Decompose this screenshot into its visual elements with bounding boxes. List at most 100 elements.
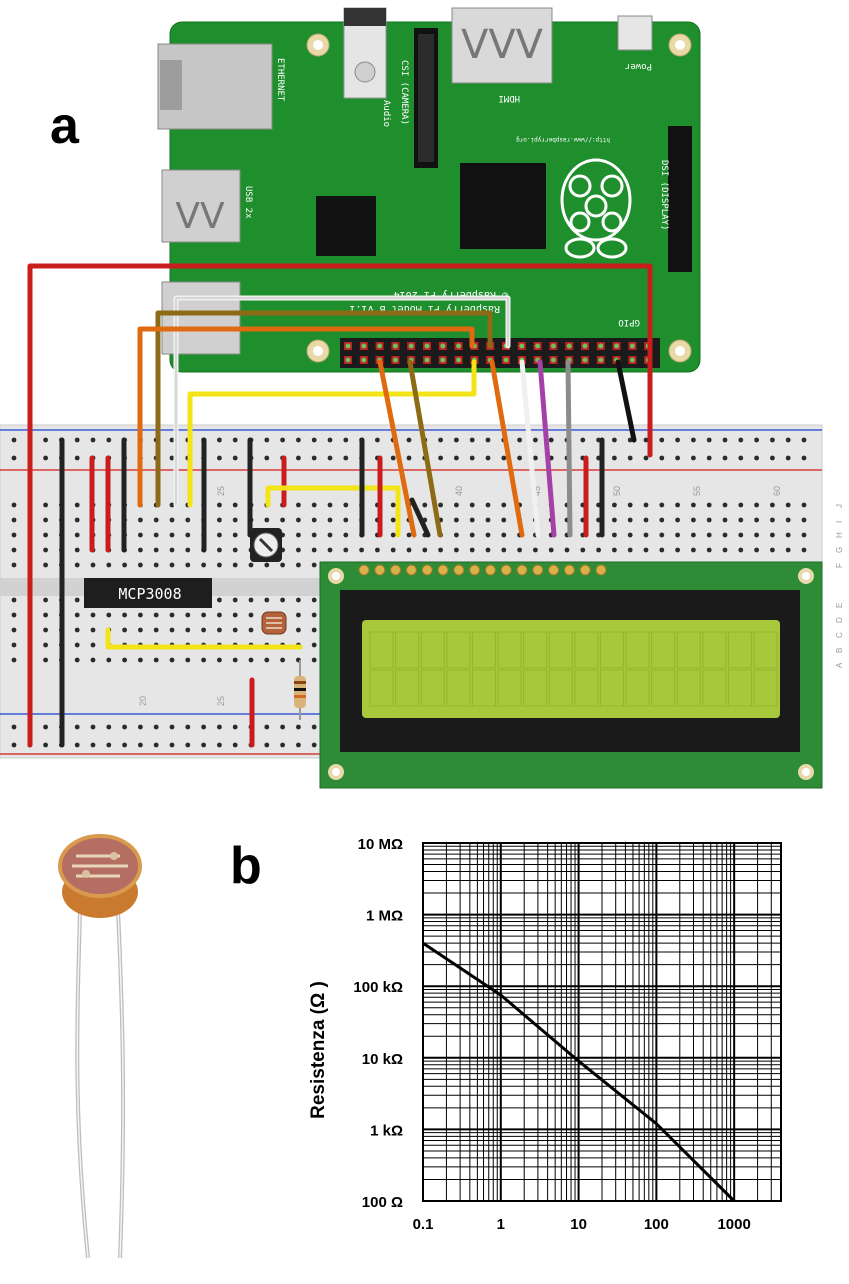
- gpio-pin-dot: [582, 357, 588, 363]
- breadboard-hole: [675, 455, 680, 461]
- breadboard-hole: [264, 455, 270, 461]
- breadboard-hole: [469, 502, 475, 508]
- lcd-cell: [727, 669, 752, 707]
- breadboard-hole: [43, 657, 48, 663]
- lcd-pin: [453, 564, 465, 576]
- breadboard-hole: [390, 547, 396, 553]
- bb-row-j: J: [835, 504, 844, 508]
- breadboard-hole: [43, 627, 48, 633]
- breadboard-hole: [169, 437, 175, 443]
- breadboard-hole: [706, 532, 712, 538]
- breadboard-hole: [627, 455, 633, 461]
- panel-b-label: b: [230, 837, 262, 895]
- breadboard-hole: [627, 517, 633, 523]
- gpio-pin-dot: [456, 357, 462, 363]
- breadboard-hole: [169, 562, 175, 568]
- breadboard-hole: [406, 455, 412, 461]
- breadboard-hole: [296, 532, 301, 538]
- breadboard-hole: [612, 517, 617, 523]
- y-tick-label: 10 MΩ: [358, 836, 403, 853]
- usb-label: USB 2x: [243, 186, 253, 219]
- gpio-pin-dot: [377, 343, 383, 349]
- breadboard-hole: [138, 742, 143, 748]
- breadboard-hole: [770, 532, 775, 538]
- breadboard-hole: [217, 742, 222, 748]
- chart-series: [422, 941, 736, 1203]
- lcd-cell: [548, 631, 573, 669]
- breadboard-hole: [90, 437, 96, 443]
- breadboard-hole: [280, 597, 285, 603]
- breadboard-hole: [533, 455, 538, 461]
- bb-num-40: 40: [454, 486, 464, 496]
- gpio-pin-dot: [614, 343, 620, 349]
- breadboard-hole: [580, 437, 586, 443]
- bb-num-25b: 25: [216, 696, 226, 706]
- breadboard-hole: [43, 532, 48, 538]
- breadboard-hole: [738, 547, 744, 553]
- breadboard-hole: [232, 502, 238, 508]
- wire-gray: [565, 359, 573, 538]
- lcd-cell: [753, 669, 778, 707]
- lcd-pin: [579, 564, 591, 576]
- bb-row-i: I: [835, 521, 844, 523]
- breadboard-hole: [43, 597, 48, 603]
- wire-orange-3: [489, 359, 525, 538]
- breadboard-hole: [232, 612, 238, 618]
- breadboard-hole: [311, 437, 317, 443]
- breadboard-hole: [438, 437, 443, 443]
- y-tick-label: 100 kΩ: [353, 979, 403, 996]
- breadboard-hole: [770, 437, 775, 443]
- copyright-label: © Raspberry Pi 2014: [394, 289, 508, 300]
- breadboard-hole: [185, 547, 191, 553]
- breadboard-hole: [296, 437, 301, 443]
- breadboard-hole: [74, 517, 80, 523]
- breadboard-hole: [217, 502, 222, 508]
- breadboard-hole: [185, 562, 191, 568]
- x-tick-label: 10: [570, 1216, 587, 1233]
- breadboard-hole: [232, 437, 238, 443]
- gpio-pin-dot: [361, 357, 367, 363]
- lcd-cell: [446, 669, 471, 707]
- lcd-cell: [395, 631, 420, 669]
- breadboard-hole: [627, 502, 633, 508]
- breadboard-hole: [343, 437, 349, 443]
- breadboard-hole: [533, 437, 538, 443]
- lcd-cell: [651, 631, 676, 669]
- breadboard-hole: [659, 532, 665, 538]
- gpio-pin-dot: [345, 357, 351, 363]
- breadboard-hole: [185, 724, 191, 730]
- breadboard-hole: [311, 724, 317, 730]
- breadboard-hole: [138, 724, 143, 730]
- breadboard-hole: [11, 502, 17, 508]
- power-label: Power: [624, 61, 652, 71]
- lcd-cell: [497, 631, 522, 669]
- lcd-module: [319, 561, 823, 789]
- breadboard-hole: [122, 612, 127, 618]
- breadboard-hole: [264, 742, 270, 748]
- breadboard-hole: [454, 532, 459, 538]
- breadboard-hole: [169, 627, 175, 633]
- breadboard-hole: [390, 517, 396, 523]
- breadboard-hole: [612, 437, 617, 443]
- breadboard-hole: [675, 437, 680, 443]
- breadboard-hole: [438, 502, 443, 508]
- breadboard-hole: [232, 627, 238, 633]
- breadboard-hole: [217, 455, 222, 461]
- breadboard-hole: [169, 455, 175, 461]
- breadboard-hole: [327, 437, 333, 443]
- breadboard-hole: [90, 562, 96, 568]
- breadboard-hole: [217, 532, 222, 538]
- bb-num-45: 45: [532, 486, 542, 496]
- lcd-cell: [420, 669, 445, 707]
- breadboard-hole: [169, 724, 175, 730]
- breadboard-hole: [454, 517, 459, 523]
- lcd-cell: [548, 669, 573, 707]
- bb-num-55: 55: [692, 486, 702, 496]
- lcd-cells: [369, 631, 778, 707]
- breadboard-hole: [422, 502, 428, 508]
- photoresistor-photo: [58, 834, 142, 1259]
- lcd-cell: [753, 631, 778, 669]
- breadboard-hole: [232, 547, 238, 553]
- breadboard-hole: [706, 547, 712, 553]
- wire-white-outline: [175, 297, 509, 506]
